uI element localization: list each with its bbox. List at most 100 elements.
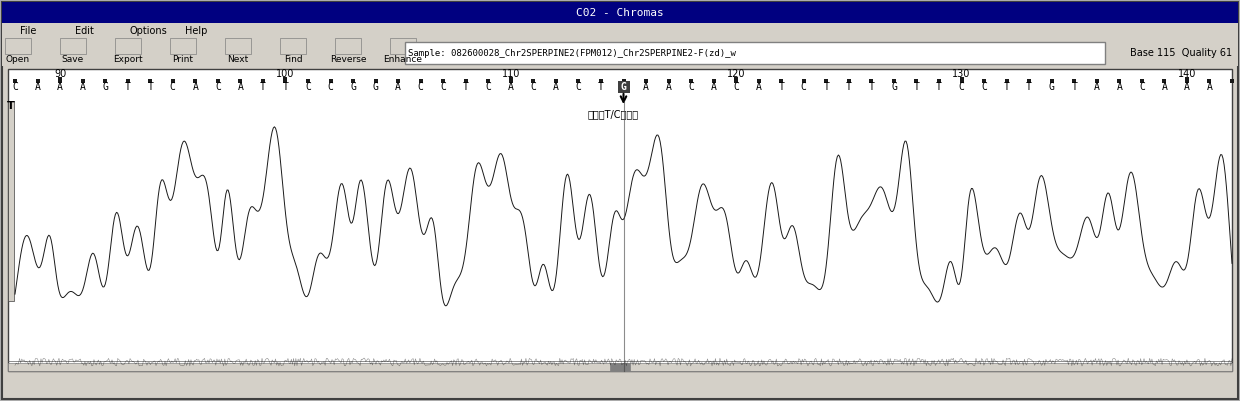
Text: C: C: [531, 82, 536, 92]
Bar: [1185, 77, 1189, 83]
Text: C: C: [733, 82, 739, 92]
Bar: [1208, 79, 1211, 83]
Text: 100: 100: [277, 69, 295, 79]
Text: T: T: [125, 82, 130, 92]
Bar: [734, 77, 738, 83]
Bar: [621, 79, 625, 83]
Text: C: C: [801, 82, 807, 92]
Bar: [712, 79, 715, 83]
Text: A: A: [1207, 82, 1213, 92]
Bar: [982, 79, 986, 83]
Bar: [2, 39, 1238, 66]
Bar: [7, 363, 1233, 371]
Text: T: T: [283, 82, 289, 92]
Text: C: C: [305, 82, 311, 92]
Text: C: C: [12, 82, 17, 92]
Bar: [1140, 79, 1143, 83]
Text: G: G: [373, 82, 378, 92]
Text: A: A: [756, 82, 761, 92]
Bar: [391, 38, 415, 54]
Bar: [216, 79, 219, 83]
Bar: [7, 69, 1233, 371]
Text: C: C: [688, 82, 694, 92]
Text: A: A: [1184, 82, 1190, 92]
Text: C: C: [485, 82, 491, 92]
Text: T: T: [148, 82, 154, 92]
Bar: [60, 38, 86, 54]
Text: T: T: [1003, 82, 1009, 92]
Text: A: A: [1162, 82, 1167, 92]
Bar: [618, 81, 630, 93]
Bar: [280, 38, 306, 54]
Bar: [238, 79, 242, 83]
Text: C: C: [959, 82, 965, 92]
Text: A: A: [508, 82, 513, 92]
Text: T: T: [260, 82, 265, 92]
Text: A: A: [1116, 82, 1122, 92]
Bar: [464, 79, 467, 83]
Text: T: T: [1071, 82, 1078, 92]
Bar: [335, 38, 361, 54]
Text: T: T: [914, 82, 919, 92]
Bar: [599, 79, 603, 83]
Bar: [1004, 79, 1008, 83]
Text: 110: 110: [502, 69, 520, 79]
Text: A: A: [35, 82, 41, 92]
Text: C: C: [215, 82, 221, 92]
Text: T: T: [846, 82, 852, 92]
Text: G: G: [102, 82, 108, 92]
Bar: [81, 79, 84, 83]
Bar: [193, 79, 197, 83]
Text: Enhance: Enhance: [383, 55, 423, 63]
Text: C: C: [440, 82, 446, 92]
Text: C: C: [575, 82, 582, 92]
Bar: [170, 38, 196, 54]
Text: T: T: [598, 82, 604, 92]
Text: G: G: [1049, 82, 1055, 92]
Bar: [802, 79, 806, 83]
Bar: [224, 38, 250, 54]
Text: T: T: [868, 82, 874, 92]
Bar: [1162, 79, 1167, 83]
Bar: [577, 79, 580, 83]
Bar: [779, 79, 784, 83]
Bar: [260, 79, 265, 83]
Bar: [284, 77, 288, 83]
Bar: [396, 79, 401, 83]
Bar: [1095, 79, 1099, 83]
Bar: [2, 2, 1238, 23]
Bar: [610, 363, 630, 371]
Text: T: T: [1027, 82, 1032, 92]
Bar: [36, 79, 40, 83]
Text: Save: Save: [62, 55, 84, 63]
Text: T: T: [7, 101, 15, 111]
Bar: [115, 38, 141, 54]
Bar: [1073, 79, 1076, 83]
Text: Print: Print: [172, 55, 193, 63]
Text: A: A: [79, 82, 86, 92]
Bar: [937, 79, 941, 83]
Text: A: A: [666, 82, 672, 92]
Text: T: T: [463, 82, 469, 92]
Bar: [689, 79, 693, 83]
Bar: [5, 38, 31, 54]
Bar: [869, 79, 873, 83]
Bar: [892, 79, 897, 83]
Text: 未出现T/C混合峰: 未出现T/C混合峰: [588, 109, 639, 119]
Bar: [171, 79, 175, 83]
Bar: [532, 79, 536, 83]
Bar: [405, 42, 1105, 64]
Text: Sample: 082600028_Chr2SPERPINE2(FPM012)_Chr2SPERPINE2-F(zd)_w: Sample: 082600028_Chr2SPERPINE2(FPM012)_…: [408, 49, 735, 57]
Text: Export: Export: [113, 55, 143, 63]
Text: Help: Help: [185, 26, 207, 36]
Text: Edit: Edit: [74, 26, 94, 36]
Text: Options: Options: [130, 26, 167, 36]
Text: Base 115  Quality 61: Base 115 Quality 61: [1130, 48, 1233, 58]
Text: A: A: [644, 82, 649, 92]
Text: A: A: [396, 82, 401, 92]
Bar: [329, 79, 332, 83]
Bar: [508, 77, 513, 83]
Bar: [125, 79, 130, 83]
Text: C: C: [418, 82, 424, 92]
Text: A: A: [1094, 82, 1100, 92]
